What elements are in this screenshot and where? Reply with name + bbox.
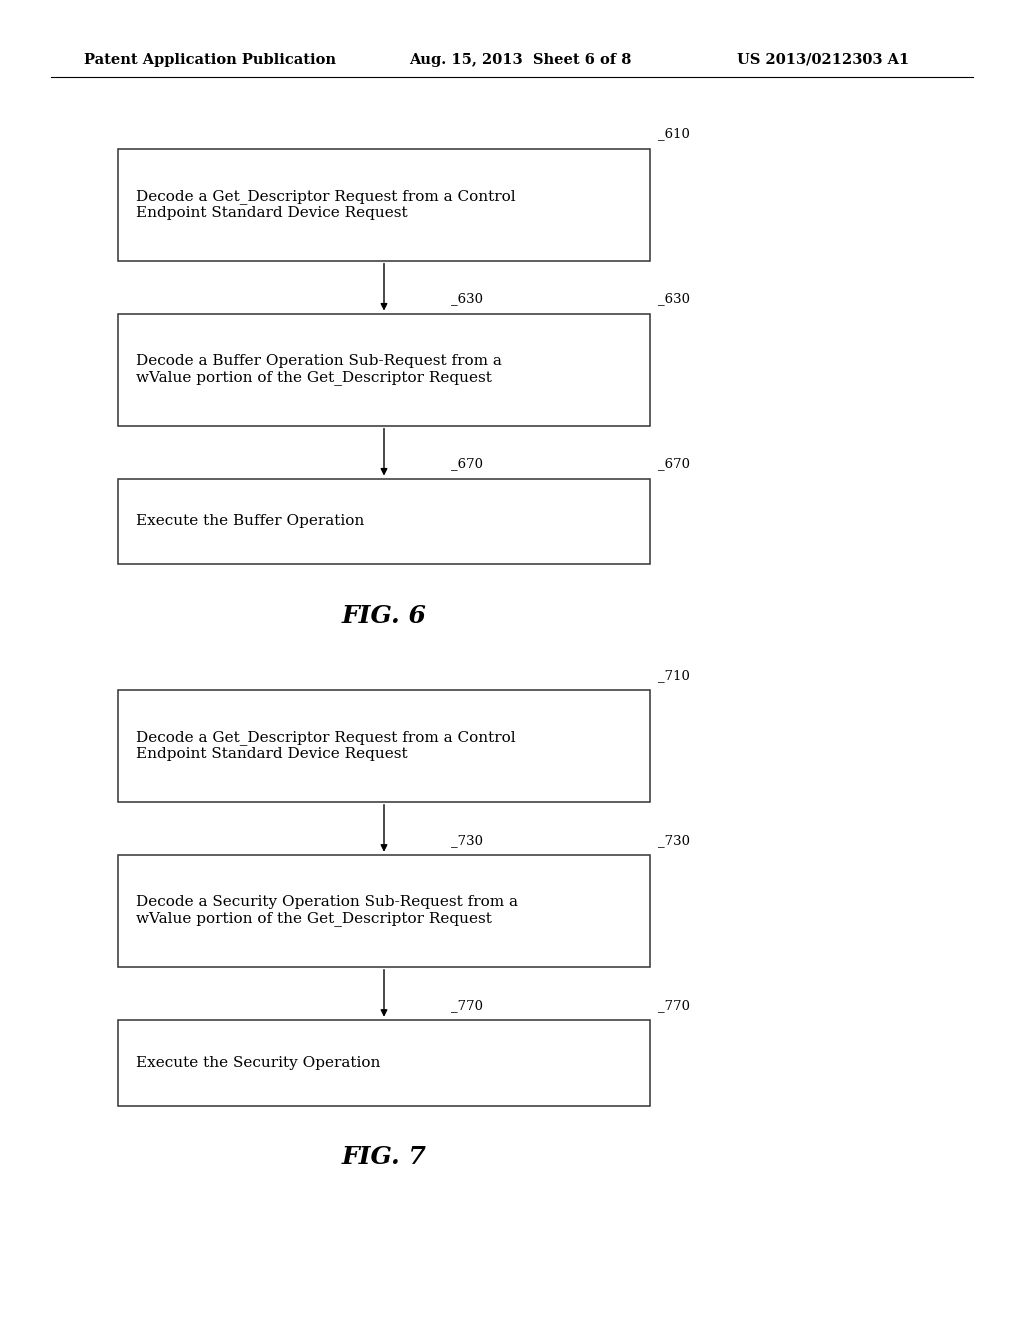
Bar — [118, 479, 650, 565]
Text: _770: _770 — [451, 999, 482, 1011]
Text: Decode a Security Operation Sub-Request from a
wValue portion of the Get_Descrip: Decode a Security Operation Sub-Request … — [136, 895, 518, 927]
Text: _630: _630 — [658, 293, 690, 306]
Text: Aug. 15, 2013  Sheet 6 of 8: Aug. 15, 2013 Sheet 6 of 8 — [410, 53, 632, 67]
Bar — [118, 314, 650, 425]
Text: US 2013/0212303 A1: US 2013/0212303 A1 — [737, 53, 909, 67]
Bar — [118, 689, 650, 801]
Text: _610: _610 — [658, 128, 690, 141]
Text: Execute the Security Operation: Execute the Security Operation — [136, 1056, 381, 1069]
Text: Patent Application Publication: Patent Application Publication — [84, 53, 336, 67]
Text: _670: _670 — [451, 458, 482, 471]
Text: Decode a Buffer Operation Sub-Request from a
wValue portion of the Get_Descripto: Decode a Buffer Operation Sub-Request fr… — [136, 354, 502, 385]
Text: Decode a Get_Descriptor Request from a Control
Endpoint Standard Device Request: Decode a Get_Descriptor Request from a C… — [136, 730, 516, 762]
Text: _770: _770 — [658, 999, 690, 1011]
Text: Execute the Buffer Operation: Execute the Buffer Operation — [136, 515, 365, 528]
Bar — [118, 149, 650, 261]
Text: _670: _670 — [658, 458, 690, 471]
Text: _730: _730 — [658, 834, 690, 847]
Bar — [118, 855, 650, 966]
Text: Decode a Get_Descriptor Request from a Control
Endpoint Standard Device Request: Decode a Get_Descriptor Request from a C… — [136, 189, 516, 220]
Text: _710: _710 — [658, 669, 690, 681]
Text: FIG. 6: FIG. 6 — [342, 605, 426, 628]
Text: FIG. 7: FIG. 7 — [342, 1144, 426, 1170]
Text: _630: _630 — [451, 293, 482, 306]
Text: _730: _730 — [451, 834, 482, 847]
Bar — [118, 1019, 650, 1106]
